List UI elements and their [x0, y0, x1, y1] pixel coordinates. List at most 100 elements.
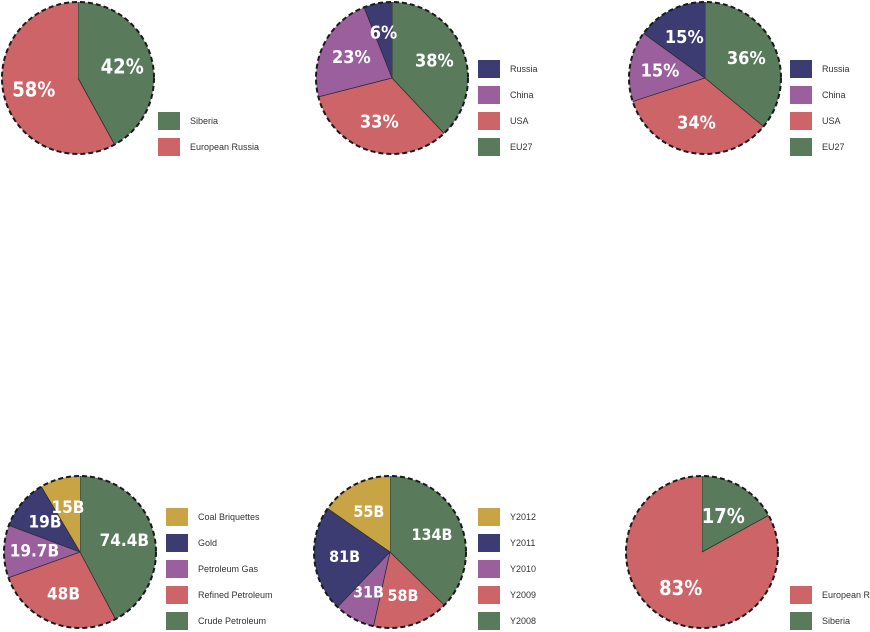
legend-swatch [478, 60, 500, 78]
legend-swatch [166, 586, 188, 604]
legend-label: EU27 [822, 142, 845, 152]
slice-divider [327, 508, 391, 553]
legend-label: Siberia [822, 616, 851, 626]
legend-label: Crude Petroleum [198, 616, 267, 626]
pie-slice-eu27 [705, 2, 781, 127]
legend-label: Y2010 [510, 564, 537, 574]
pie-chart: 38% 33% 23% 6% [315, 1, 469, 155]
legend-item-y2011: Y2011 [478, 533, 535, 553]
slice-divider [363, 7, 393, 79]
legend-label: Y2012 [510, 512, 537, 522]
slice-divider [389, 551, 445, 606]
legend-label: Siberia [190, 116, 219, 126]
pie-chart: 36% 34% 15% 15% [628, 1, 782, 155]
legend-swatch [790, 612, 812, 630]
legend-item-coal-briquettes: Coal Briquettes [166, 507, 260, 527]
legend-item-china: China [790, 85, 846, 105]
slice-divider [632, 77, 706, 102]
pie-slice-usa [632, 78, 764, 154]
legend-swatch [478, 612, 500, 630]
legend-item-eu27: EU27 [790, 137, 845, 157]
legend-swatch [478, 112, 500, 130]
pie-slice-russia [364, 2, 392, 78]
pie-slice-refined-petroleum [8, 552, 116, 628]
slice-divider [40, 486, 81, 553]
slice-label-usa: 34% [677, 112, 716, 133]
slice-divider [8, 525, 81, 553]
pie-slice-y2008 [390, 476, 466, 606]
slice-divider [79, 551, 116, 620]
slice-divider [337, 551, 391, 608]
legend-label: China [822, 90, 846, 100]
legend-swatch [790, 60, 812, 78]
slice-label-european-russia: 83% [659, 576, 702, 600]
pie-outline [1, 1, 155, 155]
slice-divider [643, 33, 706, 79]
legend-swatch [478, 86, 500, 104]
slice-label-usa: 33% [360, 111, 399, 132]
slice-label-coal-briquettes: 15B [51, 498, 84, 518]
pie-slice-eu27 [392, 2, 469, 134]
slice-label-eu27: 38% [415, 51, 454, 72]
legend-swatch [790, 112, 812, 130]
legend-swatch [158, 138, 180, 156]
legend-swatch [478, 534, 500, 552]
pie-slice-european-russia [1, 2, 115, 154]
slice-label-refined-petroleum: 48B [47, 585, 80, 605]
pie-chart: 42% 58% [1, 1, 155, 155]
legend-label: Russia [822, 64, 850, 74]
slice-label-european-russia: 58% [12, 77, 55, 101]
pie-outline [315, 1, 469, 155]
legend-item-crude-petroleum: Crude Petroleum [166, 611, 266, 631]
pie-slice-y2009 [373, 552, 445, 628]
legend-item-usa: USA [790, 111, 841, 131]
pie-outline [625, 475, 779, 629]
legend-label: European Russia [822, 590, 870, 600]
legend-label: EU27 [510, 142, 533, 152]
pie-outline [628, 1, 782, 155]
slice-label-china: 15% [641, 60, 680, 81]
legend-item-y2012: Y2012 [478, 507, 536, 527]
pie-slice-petroleum-gas [3, 525, 81, 578]
slice-label-y2008: 134B [411, 525, 452, 544]
slice-label-siberia: 42% [101, 55, 144, 79]
legend-swatch [478, 508, 500, 526]
slice-label-russia: 6% [370, 23, 398, 44]
legend-item-y2008: Y2008 [478, 611, 536, 631]
legend-item-siberia: Siberia [158, 111, 218, 131]
legend-item-siberia: Siberia [790, 611, 850, 631]
legend-label: Y2008 [510, 616, 537, 626]
legend-swatch [166, 508, 188, 526]
legend-label: China [510, 90, 534, 100]
legend-swatch [478, 586, 500, 604]
legend-swatch [790, 586, 812, 604]
pie-slice-siberia [78, 2, 154, 145]
legend-swatch [790, 138, 812, 156]
legend-item-european-russia: European Russia [158, 137, 259, 157]
slice-divider [8, 551, 81, 579]
slice-label-y2012: 55B [353, 502, 384, 521]
legend-swatch [166, 534, 188, 552]
slice-label-gold: 19B [29, 513, 62, 533]
pie-slice-y2011 [313, 508, 390, 608]
pie-slice-y2010 [337, 552, 390, 627]
pie-slice-usa [318, 78, 445, 155]
legend-swatch [790, 86, 812, 104]
legend-item-china: China [478, 85, 534, 105]
slice-divider [373, 551, 391, 627]
slice-divider [318, 77, 393, 98]
slice-label-y2010: 31B [353, 583, 384, 602]
legend-swatch [478, 560, 500, 578]
legend-swatch [166, 612, 188, 630]
slice-label-petroleum-gas: 19.7B [10, 542, 59, 562]
legend-item-y2009: Y2009 [478, 585, 536, 605]
legend-item-eu27: EU27 [478, 137, 533, 157]
legend-label: Refined Petroleum [198, 590, 273, 600]
legend-item-russia: Russia [790, 59, 850, 79]
legend-label: Y2009 [510, 590, 537, 600]
slice-label-russia: 15% [665, 27, 704, 48]
slice-label-crude-petroleum: 74.4B [100, 531, 149, 551]
legend-label: Petroleum Gas [198, 564, 259, 574]
legend-item-petroleum-gas: Petroleum Gas [166, 559, 258, 579]
pie-outline [3, 475, 157, 629]
